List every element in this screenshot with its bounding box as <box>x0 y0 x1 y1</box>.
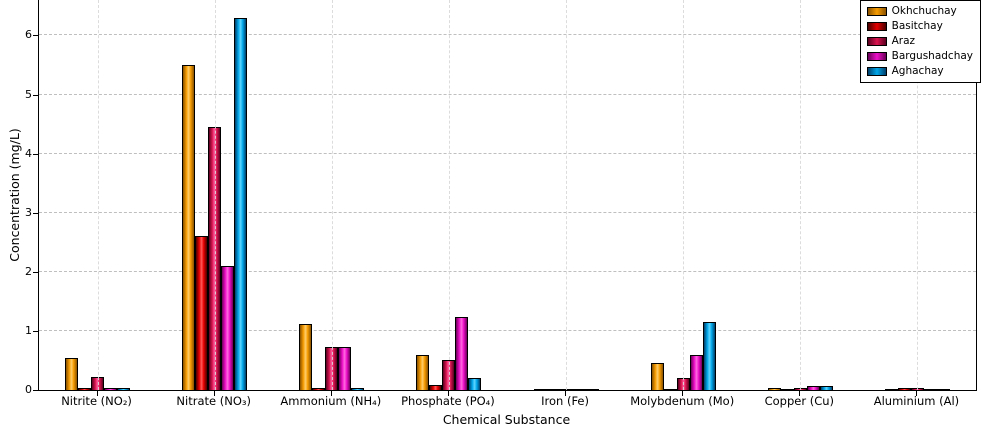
y-tick-label: 2 <box>25 264 32 278</box>
x-axis-label: Chemical Substance <box>442 412 571 427</box>
bar <box>234 17 248 390</box>
gridline-v <box>448 0 450 390</box>
legend-swatch <box>866 36 887 46</box>
bar <box>533 388 547 390</box>
legend-swatch <box>866 6 887 16</box>
plot-area <box>38 0 977 391</box>
legend-swatch <box>866 51 887 61</box>
bar <box>702 322 716 390</box>
bar <box>104 388 118 390</box>
x-tick-mark <box>799 391 801 396</box>
legend-label: Basitchay <box>891 20 943 32</box>
gridline-h <box>39 93 976 95</box>
legend-item: Okhchuchay <box>866 5 973 17</box>
bar <box>572 388 586 390</box>
bar <box>338 346 352 390</box>
y-tick-mark <box>33 35 38 37</box>
gridline-v <box>566 0 568 390</box>
y-tick-label: 4 <box>25 146 32 160</box>
x-tick-label: Iron (Fe) <box>541 394 589 408</box>
y-tick-mark <box>33 153 38 155</box>
bar <box>468 378 482 390</box>
bar <box>780 388 794 390</box>
gridline-v <box>800 0 802 390</box>
gridline-v <box>97 0 99 390</box>
bar <box>585 388 599 390</box>
bar <box>650 363 664 390</box>
y-tick-mark <box>33 271 38 273</box>
x-tick-label: Molybdenum (Mo) <box>630 394 735 408</box>
gridline-h <box>39 329 976 331</box>
bar <box>923 388 937 390</box>
legend-label: Okhchuchay <box>891 5 957 17</box>
x-tick-mark <box>682 391 684 396</box>
bar <box>78 388 92 390</box>
legend-swatch <box>866 21 887 31</box>
y-tick-mark <box>33 390 38 391</box>
bar <box>416 354 430 390</box>
x-tick-label: Phosphate (PO₄) <box>401 394 495 408</box>
x-tick-mark <box>330 391 332 396</box>
bar <box>221 265 235 390</box>
legend-label: Araz <box>891 35 916 47</box>
bar <box>312 387 326 390</box>
bar <box>429 385 443 390</box>
y-tick-label: 5 <box>25 87 32 101</box>
bar <box>299 323 313 390</box>
legend-swatch <box>866 66 887 76</box>
y-tick-label: 3 <box>25 205 32 219</box>
legend-label: Aghachay <box>891 65 944 77</box>
bar-group <box>390 317 507 390</box>
legend-item: Aghachay <box>866 65 973 77</box>
x-tick-mark <box>213 391 215 396</box>
y-tick-mark <box>33 330 38 332</box>
bar <box>546 388 560 390</box>
x-tick-mark <box>916 391 918 396</box>
bar <box>689 354 703 390</box>
gridline-h <box>39 152 976 154</box>
bar <box>663 388 677 390</box>
gridline-h <box>39 34 976 36</box>
gridline-v <box>917 0 919 390</box>
legend-item: Basitchay <box>866 20 973 32</box>
legend: Okhchuchay Basitchay Araz Bargushadchay Agha… <box>859 0 981 83</box>
bar <box>117 388 131 390</box>
gridline-v <box>683 0 685 390</box>
y-tick-label: 0 <box>25 383 32 396</box>
x-tick-label: Nitrite (NO₂) <box>61 394 132 408</box>
x-tick-mark <box>96 391 98 396</box>
bar <box>806 386 820 390</box>
y-tick-mark <box>33 212 38 214</box>
legend-item: Araz <box>866 35 973 47</box>
x-tick-label: Aluminium (Al) <box>873 394 960 408</box>
x-tick-label: Copper (Cu) <box>764 394 835 408</box>
bar <box>897 387 911 390</box>
x-tick-label: Nitrate (NO₃) <box>176 394 251 408</box>
x-tick-mark <box>565 391 567 396</box>
bar <box>767 387 781 390</box>
bar <box>195 236 209 390</box>
x-tick-label: Ammonium (NH₄) <box>280 394 382 408</box>
bar <box>884 388 898 390</box>
bar <box>936 388 950 390</box>
gridline-v <box>214 0 216 390</box>
bar <box>819 385 833 390</box>
x-tick-mark <box>447 391 449 396</box>
y-tick-mark <box>33 94 38 96</box>
legend-label: Bargushadchay <box>891 50 973 62</box>
y-tick-label: 6 <box>25 28 32 42</box>
bar-group <box>156 17 273 390</box>
bar <box>351 388 365 390</box>
y-tick-label: 1 <box>25 323 32 337</box>
gridline-h <box>39 270 976 272</box>
gridline-h <box>39 211 976 213</box>
bar <box>65 357 79 390</box>
gridline-v <box>331 0 333 390</box>
bar <box>182 65 196 390</box>
legend-item: Bargushadchay <box>866 50 973 62</box>
bar <box>455 317 469 390</box>
